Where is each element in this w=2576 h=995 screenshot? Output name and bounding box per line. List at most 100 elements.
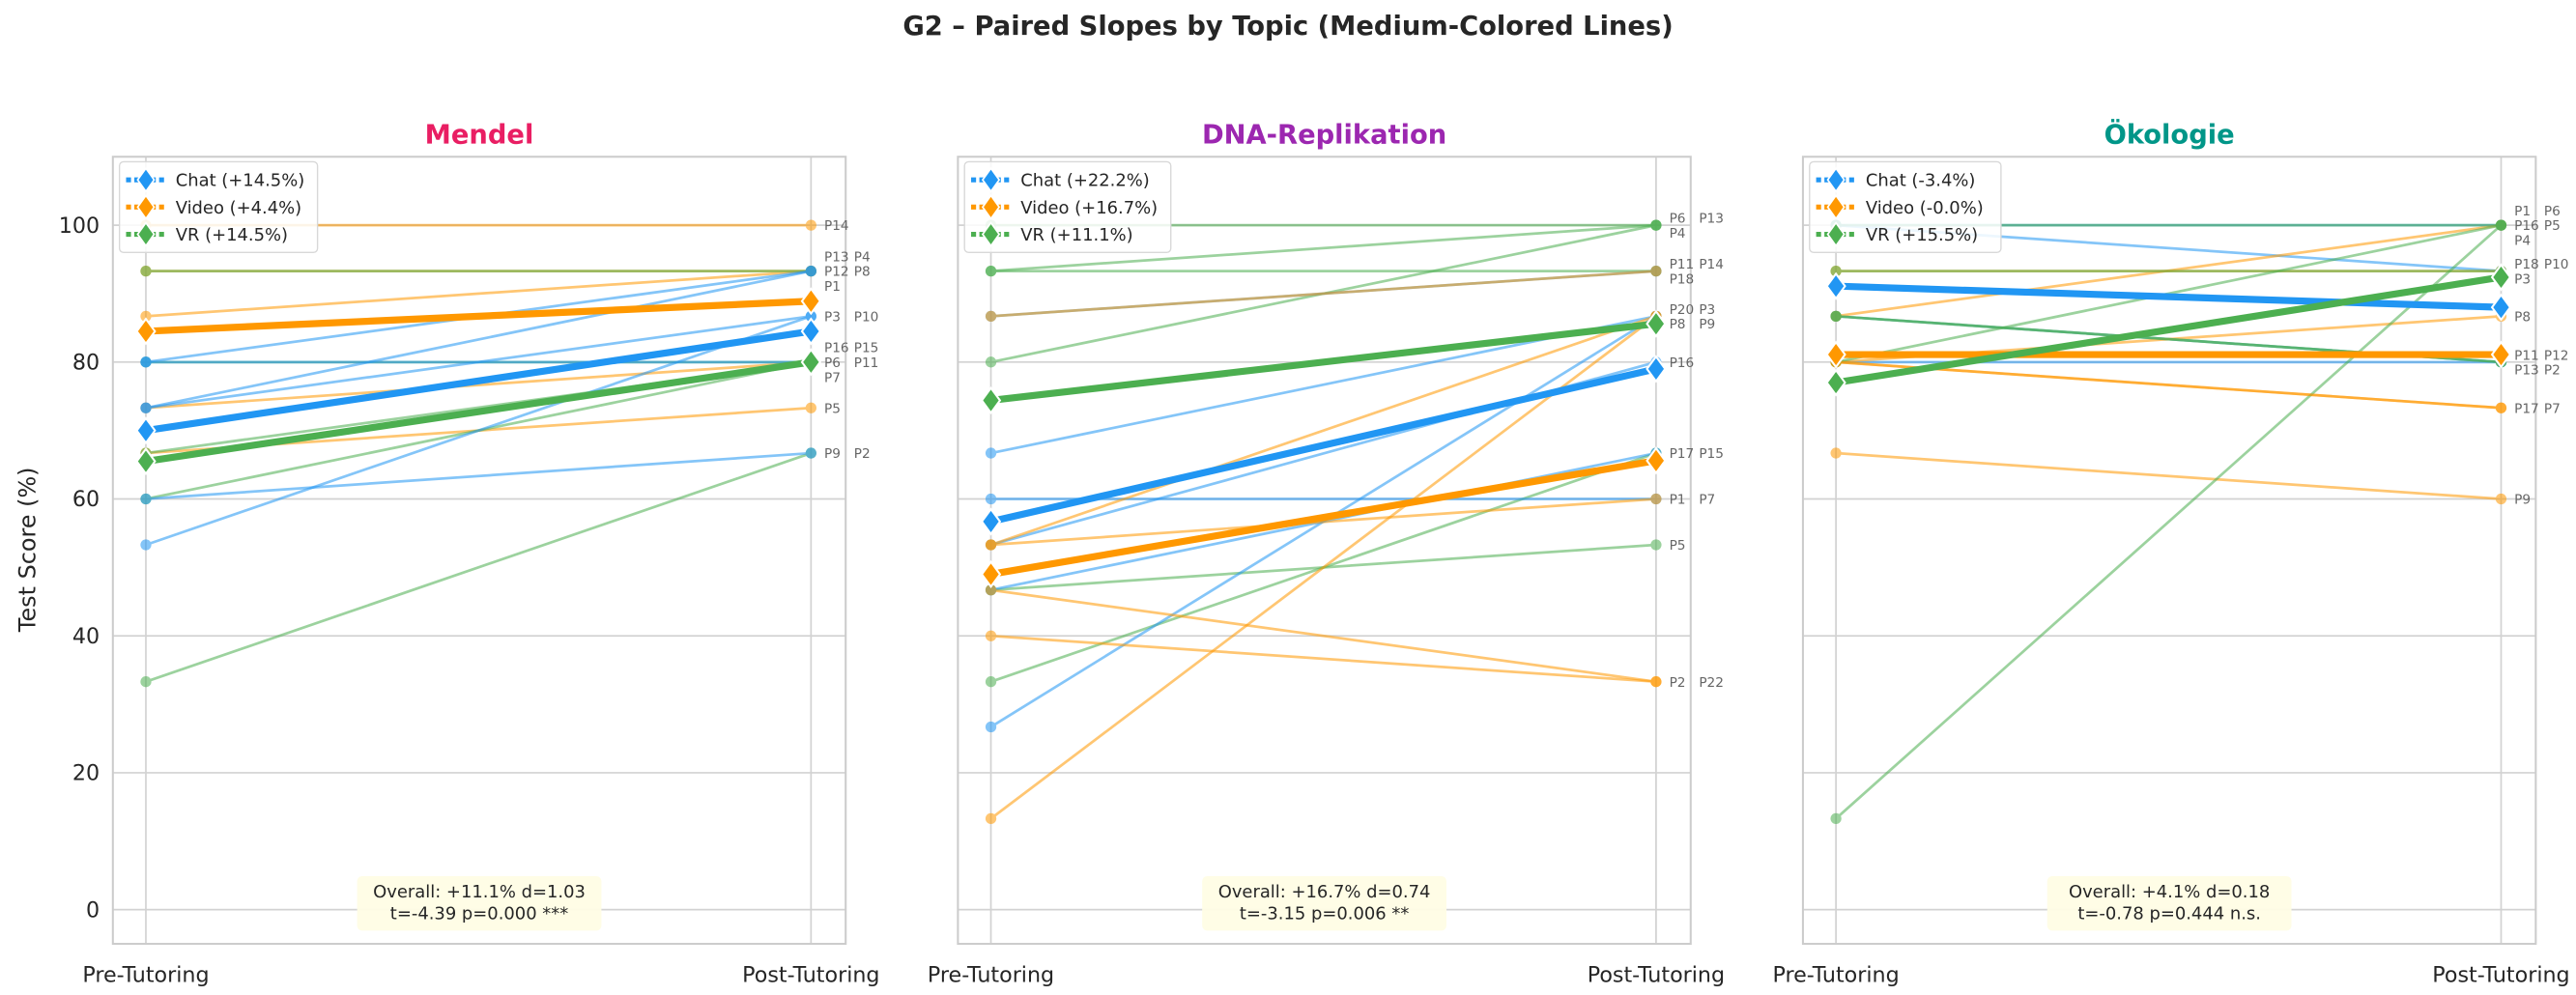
figure-title: G2 – Paired Slopes by Topic (Medium-Colo…	[902, 12, 1673, 42]
legend-diamond-icon	[136, 221, 156, 247]
mean-pre-diamond	[980, 385, 1002, 415]
participant-slope	[1835, 224, 2503, 820]
x-tick-label: Post-Tutoring	[2432, 962, 2569, 987]
participant-pre-point	[140, 265, 152, 277]
participant-label: P13	[2514, 363, 2539, 379]
legend-label: Chat (+22.2%)	[1020, 171, 1150, 191]
legend-entry-chat: Chat (-3.4%)	[1816, 166, 1976, 193]
participant-label: P6	[1670, 212, 1686, 227]
participant-label: P7	[1699, 493, 1715, 508]
participant-slope	[990, 634, 1657, 684]
mean-line-video	[135, 287, 822, 346]
annotation-line: t=-3.15 p=0.006 **	[1240, 903, 1409, 924]
participant-label: P13	[824, 249, 849, 265]
mean-post-diamond	[2490, 293, 2512, 322]
participant-line-p16	[140, 356, 816, 413]
participant-line-p2	[1830, 310, 2507, 368]
participant-slope	[145, 315, 812, 547]
participant-label: P1	[824, 279, 841, 295]
participant-label: P3	[824, 309, 841, 325]
participant-pre-point	[140, 539, 152, 551]
participant-label: P9	[824, 446, 841, 462]
participant-label: P4	[854, 249, 871, 265]
mean-pre-diamond	[135, 416, 157, 445]
legend-label: Video (+4.4%)	[176, 198, 301, 218]
participant-post-point	[805, 219, 816, 231]
participant-label: P1	[2514, 204, 2531, 219]
legend-label: VR (+15.5%)	[1866, 225, 1978, 245]
participant-label: P13	[1699, 212, 1724, 227]
x-tick-label: Post-Tutoring	[742, 962, 879, 987]
legend-box	[963, 160, 1172, 254]
legend-diamond-icon	[1826, 193, 1846, 220]
x-tick-label: Pre-Tutoring	[1772, 962, 1899, 987]
participant-label: P4	[2514, 234, 2531, 249]
participant-pre-point	[1830, 265, 1842, 277]
participant-line-p9	[1830, 447, 2507, 505]
x-tick-label: Post-Tutoring	[1588, 962, 1725, 987]
participant-label: P10	[854, 309, 879, 325]
legend-box	[1809, 160, 2002, 254]
participant-label: P5	[2544, 218, 2561, 234]
annotation-box	[1202, 876, 1446, 931]
participant-label: P16	[824, 341, 849, 356]
mean-pre-diamond	[135, 317, 157, 346]
participant-slope	[145, 270, 812, 410]
participant-label: P8	[854, 265, 871, 280]
participant-label: P17	[2514, 401, 2539, 416]
participant-label: P14	[824, 218, 849, 234]
axes-frame	[111, 156, 847, 946]
panel-dna-replikation: DNA-Replikation Pre-Tutoring Post-Tutoring…	[928, 121, 1725, 988]
participant-slope	[1836, 451, 2502, 500]
legend-label: Chat (-3.4%)	[1866, 171, 1976, 191]
participant-pre-point	[985, 539, 997, 551]
legend-diamond-icon	[981, 221, 1001, 247]
mean-line-video	[980, 446, 1667, 589]
legend-diamond-icon	[136, 193, 156, 220]
mean-pre-diamond	[1825, 340, 1846, 369]
legend: Chat (-3.4%) Video (-0.0%) VR (+15.5%)	[1809, 160, 2002, 254]
mean-post-diamond	[800, 287, 822, 316]
legend-label: VR (+14.5%)	[176, 225, 288, 245]
participant-line-p9	[140, 447, 816, 688]
participant-label: P18	[1670, 271, 1695, 287]
participant-pre-point	[985, 493, 997, 505]
participant-pre-point	[140, 310, 152, 322]
mean-slope	[990, 320, 1657, 405]
participant-slope	[145, 270, 812, 318]
participant-pre-point	[985, 310, 997, 322]
participant-label: P2	[1670, 675, 1686, 691]
legend-label: Video (-0.0%)	[1866, 198, 1984, 218]
participant-post-point	[805, 265, 816, 277]
mean-line-chat	[135, 317, 822, 445]
participant-pre-point	[985, 584, 997, 596]
y-tick-label: 0	[86, 897, 100, 923]
participant-slope	[990, 270, 1657, 318]
mean-line-vr	[135, 348, 822, 476]
participant-pre-point	[985, 447, 997, 459]
panels: Mendel 0 20 40 60 80 100 Pre-Tutoring Post-Tutor…	[59, 119, 2570, 988]
mean-pre-diamond	[1825, 368, 1846, 397]
participant-pre-point	[140, 676, 152, 688]
participant-slope	[990, 223, 1657, 272]
participant-slope	[145, 451, 812, 500]
participant-label: P11	[2514, 348, 2539, 363]
participant-label: P17	[1670, 446, 1695, 462]
mean-slope	[145, 298, 812, 335]
mean-post-diamond	[1646, 309, 1667, 338]
participant-label: P6	[2544, 204, 2561, 219]
legend: Chat (+22.2%) Video (+16.7%) VR (+11.1%)	[963, 160, 1172, 254]
panel-mendel: Mendel 0 20 40 60 80 100 Pre-Tutoring Post-Tutor…	[59, 121, 880, 988]
participant-post-point	[805, 447, 816, 459]
stats-annotation: Overall: +16.7% d=0.74t=-3.15 p=0.006 **	[1202, 876, 1446, 931]
participant-post-point	[805, 310, 816, 322]
mean-post-diamond	[1646, 355, 1667, 384]
participant-pre-point	[985, 356, 997, 368]
participant-pre-point	[140, 356, 152, 368]
mean-line-vr	[1825, 263, 2512, 397]
annotation-line: t=-0.78 p=0.444 n.s.	[2077, 903, 2261, 924]
x-tick-label: Pre-Tutoring	[928, 962, 1054, 987]
legend-entry-video: Video (+4.4%)	[126, 193, 301, 220]
y-tick-label: 20	[72, 761, 100, 786]
